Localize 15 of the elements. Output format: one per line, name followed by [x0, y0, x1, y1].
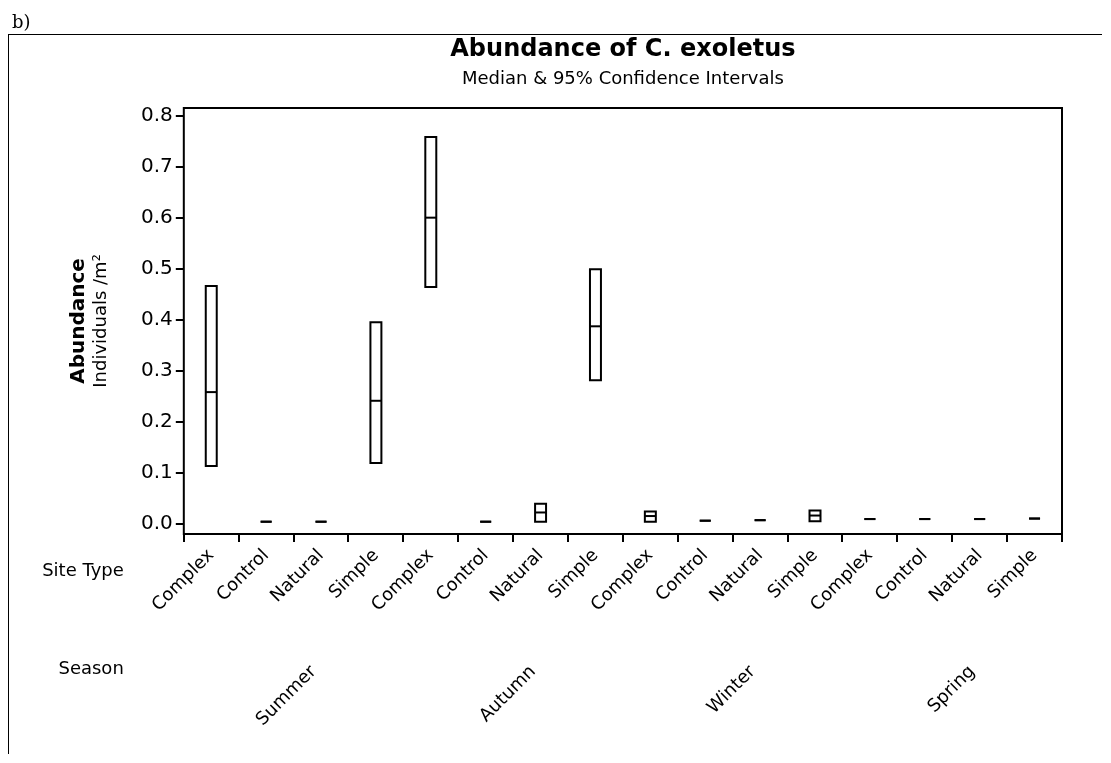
y-tick-label: 0.0: [140, 509, 173, 534]
y-tick-label: 0.1: [140, 458, 173, 483]
chart-subtitle: Median & 95% Confidence Intervals: [461, 67, 784, 88]
y-tick-label: 0.8: [140, 101, 173, 126]
chart-title: Abundance of C. exoletus: [450, 34, 796, 62]
y-tick-label: 0.7: [140, 152, 173, 177]
y-tick-label: 0.6: [140, 203, 173, 228]
y-tick-label: 0.2: [140, 407, 173, 432]
text: Season: [58, 656, 124, 678]
y-tick-label: 0.5: [140, 254, 173, 279]
y-tick-label: 0.3: [140, 356, 173, 381]
text: Site Type: [42, 558, 124, 580]
y-tick-label: 0.4: [140, 305, 173, 330]
text: b): [12, 11, 31, 32]
y-axis-title: Abundance Individuals /m²: [64, 254, 110, 388]
